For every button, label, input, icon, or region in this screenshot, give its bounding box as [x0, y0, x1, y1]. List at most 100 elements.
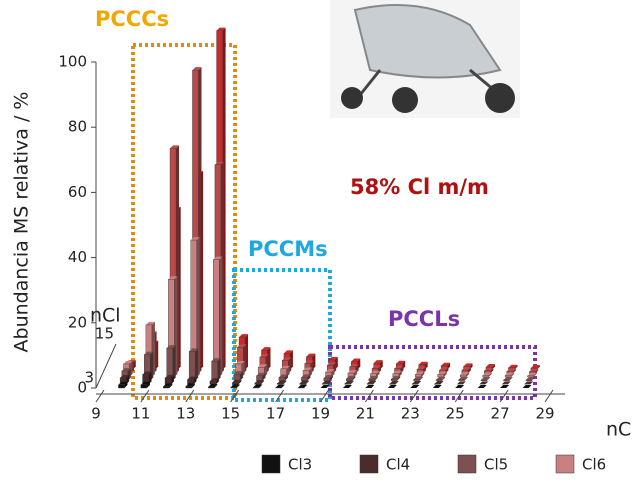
bar-top — [479, 381, 489, 385]
bar-top — [480, 377, 490, 381]
bar-top — [253, 384, 263, 388]
bar-top — [370, 370, 380, 374]
bar-top — [322, 380, 332, 384]
bar — [254, 382, 262, 385]
bar-top — [254, 380, 264, 384]
bar-top — [410, 385, 420, 388]
bar-side — [260, 380, 264, 385]
bar-top — [389, 381, 399, 385]
bar — [301, 377, 308, 381]
bar-top — [327, 362, 337, 366]
composition-label: 58% Cl m/m — [350, 175, 489, 199]
bar-side — [486, 377, 490, 381]
bar-side — [305, 380, 309, 385]
bar — [368, 378, 375, 381]
x-tick — [364, 389, 374, 403]
x-tick — [185, 389, 195, 403]
bar-top — [387, 385, 397, 388]
bar — [390, 378, 398, 381]
x-tick-label: 11 — [131, 405, 150, 423]
bar-side — [124, 381, 128, 388]
bar — [437, 374, 444, 378]
bar — [256, 375, 263, 381]
bar-top — [258, 364, 268, 368]
bar-side — [146, 381, 150, 388]
bar-top — [416, 366, 426, 370]
y-tick-label: 60 — [68, 183, 87, 201]
bar-top — [304, 360, 314, 364]
bar-side — [419, 376, 423, 381]
bar — [366, 383, 374, 385]
bar-side — [214, 384, 218, 388]
bar-top — [529, 368, 539, 372]
bar-top — [418, 361, 428, 365]
legend-swatch — [457, 454, 477, 474]
x-axis-label: nC — [606, 419, 631, 441]
bar-side — [464, 376, 468, 381]
bar-side — [262, 372, 266, 381]
y-tick-label: 20 — [68, 313, 87, 331]
x-tick-label: 25 — [446, 405, 465, 423]
bar-top — [346, 375, 356, 379]
bar-top — [458, 376, 468, 380]
pccms-box — [232, 268, 332, 402]
bar — [346, 378, 353, 381]
z-axis-label: nCl — [90, 305, 121, 327]
x-tick-label: 17 — [266, 405, 285, 423]
bar-top — [455, 385, 465, 388]
bar-top — [145, 321, 155, 325]
bar-side — [350, 380, 354, 385]
bar-side — [328, 380, 332, 385]
bar-side — [421, 371, 425, 377]
bar-top — [437, 371, 447, 375]
bar-side — [511, 372, 515, 377]
bar-top — [325, 369, 335, 373]
x-tick — [544, 389, 554, 403]
bar-top — [328, 356, 338, 360]
bar-top — [365, 385, 375, 388]
bar — [252, 387, 260, 389]
bar-top — [485, 364, 495, 368]
bar-side — [466, 372, 470, 377]
bar-side — [171, 374, 175, 385]
bar-side — [533, 372, 537, 377]
bar-top — [230, 384, 240, 388]
bar — [344, 383, 351, 385]
bar-top — [163, 383, 173, 387]
bar-side — [169, 383, 173, 388]
bar-top — [501, 381, 511, 385]
y-tick-label: 40 — [68, 248, 87, 266]
bar-top — [214, 161, 224, 165]
bar-top — [415, 371, 425, 375]
bar-top — [367, 380, 377, 384]
bar — [140, 384, 148, 389]
bar-side — [398, 370, 402, 377]
bar-top — [527, 372, 537, 376]
bar — [504, 375, 512, 378]
legend-label: Cl4 — [386, 456, 410, 474]
x-tick-label: 27 — [491, 405, 510, 423]
bar-side — [307, 374, 311, 381]
bar-top — [524, 381, 534, 385]
bar-side — [395, 381, 399, 385]
x-tick-label: 19 — [311, 405, 330, 423]
bar-top — [211, 358, 221, 362]
bar — [209, 380, 217, 385]
bar-side — [196, 237, 200, 377]
bar-side — [531, 377, 535, 381]
bar — [164, 377, 172, 385]
bar-top — [432, 385, 442, 388]
bar-top — [320, 385, 330, 388]
z-tick-label: 3 — [84, 369, 94, 387]
bar-top — [165, 374, 175, 378]
bar-side — [219, 256, 223, 377]
bar-top — [142, 371, 152, 375]
pcccs-box — [131, 43, 237, 400]
legend-swatch — [555, 454, 575, 474]
bar-top — [299, 380, 309, 384]
bar — [503, 379, 510, 381]
bar-top — [477, 385, 487, 388]
bar-top — [261, 347, 271, 351]
legend-swatch — [359, 454, 379, 474]
bar — [278, 377, 286, 381]
